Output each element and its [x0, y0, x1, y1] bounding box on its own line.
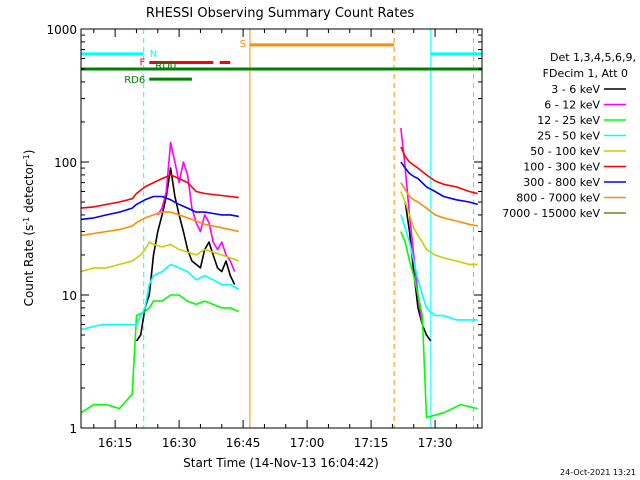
legend-entry-1: 6 - 12 keV: [544, 99, 600, 112]
y-tick-label-2: 100: [54, 156, 77, 170]
flag-label-rd0: RD0: [155, 61, 176, 72]
x-axis-label: Start Time (14-Nov-13 16:04:42): [183, 456, 379, 470]
y-tick-label-3: 1000: [46, 23, 77, 37]
x-tick-label-5: 17:30: [418, 436, 453, 450]
series-line-0: [135, 167, 432, 342]
flag-label-n: N: [150, 49, 157, 60]
x-tick-label-0: 16:15: [98, 436, 133, 450]
series-line-6: [80, 161, 478, 221]
legend-entry-3: 25 - 50 keV: [537, 130, 600, 143]
legend-entry-5: 100 - 300 keV: [523, 161, 600, 174]
series-line-7: [80, 182, 478, 237]
x-tick-label-4: 17:15: [354, 436, 389, 450]
legend-entry-8: 7000 - 15000 keV: [502, 207, 600, 220]
y-axis-label-text-1: Count Rate (s: [22, 225, 36, 307]
legend: Det 1,3,4,5,6,9, FDecim 1, Att 0 3 - 6 k…: [502, 51, 636, 220]
chart-title: RHESSI Observing Summary Count Rates: [146, 6, 415, 21]
flag-label-s: S: [240, 39, 246, 50]
y-tick-label-1: 10: [62, 289, 77, 303]
legend-entry-6: 300 - 800 keV: [523, 176, 600, 189]
series-line-4: [80, 191, 478, 273]
y-axis-label-sup-1: -1: [22, 217, 31, 225]
timestamp: 24-Oct-2021 13:21: [560, 468, 636, 477]
legend-entry-0: 3 - 6 keV: [551, 83, 600, 96]
x-tick-label-3: 17:00: [290, 436, 325, 450]
series-line-5: [80, 146, 478, 209]
legend-entry-2: 12 - 25 keV: [537, 114, 600, 127]
series-line-2: [80, 231, 478, 419]
series-line-3: [80, 214, 478, 331]
y-axis-label-text-2: detector: [22, 162, 36, 217]
flag-label-rd6: RD6: [124, 75, 145, 86]
series-line-1: [157, 127, 424, 325]
y-axis-label-text-3: ): [22, 150, 36, 155]
plot-frame: [80, 28, 483, 429]
x-tick-label-2: 16:45: [226, 436, 261, 450]
axis-ticks: 1 10 100 1000 16:15 16:30 16:45 17:00 17:15 17:30: [46, 23, 482, 450]
y-tick-label-0: 1: [69, 422, 77, 436]
x-tick-label-1: 16:30: [162, 436, 197, 450]
y-axis-label-sup-2: -1: [22, 154, 31, 162]
legend-header-2: FDecim 1, Att 0: [543, 67, 628, 80]
legend-header-1: Det 1,3,4,5,6,9,: [550, 51, 636, 64]
data-layer: N S F RD0 RD6: [80, 29, 482, 428]
legend-entry-7: 800 - 7000 keV: [516, 192, 600, 205]
flag-label-f: F: [139, 57, 145, 68]
y-axis-label: Count Rate (s-1 detector-1): [22, 150, 37, 307]
legend-entry-4: 50 - 100 keV: [530, 145, 600, 158]
